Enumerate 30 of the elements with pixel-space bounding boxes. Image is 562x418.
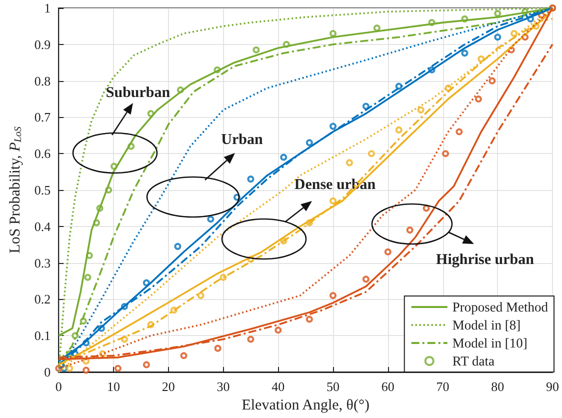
y-tick-label: 0.4 (34, 218, 52, 234)
x-tick-label: 30 (216, 379, 230, 394)
x-tick-label: 50 (326, 379, 340, 394)
legend-label: Proposed Method (452, 300, 548, 314)
x-tick-label: 0 (55, 379, 62, 394)
y-tick-label: 0.6 (34, 146, 52, 162)
x-tick-label: 90 (546, 379, 559, 394)
legend-label: RT data (452, 354, 494, 368)
y-tick-label: 0.3 (34, 255, 51, 270)
x-tick-label: 10 (107, 379, 120, 394)
y-tick-label: 0.7 (34, 110, 52, 125)
annotation: Urban (221, 132, 264, 148)
y-tick-label: 0.1 (34, 328, 51, 344)
y-tick-label: 0.8 (34, 73, 51, 88)
y-tick-label: 0.2 (34, 292, 51, 307)
x-tick-label: 60 (381, 379, 394, 394)
legend-label: Model in [10] (452, 336, 528, 350)
y-tick-label: 0 (44, 364, 51, 380)
x-tick-label: 80 (491, 379, 504, 394)
y-tick-label: 0.5 (34, 182, 51, 198)
y-tick-label: 0.9 (34, 36, 51, 52)
annotation: Highrise urban (436, 252, 535, 268)
x-axis-title: Elevation Angle, θ(°) (242, 398, 370, 414)
y-axis-title: LoS Probability, PLoS (8, 126, 24, 254)
annotation: Suburban (106, 85, 171, 101)
legend-label: Model in [8] (452, 318, 521, 332)
x-tick-label: 40 (272, 379, 285, 394)
y-tick-label: 1 (44, 0, 51, 16)
x-tick-label: 20 (162, 379, 175, 394)
x-tick-label: 70 (436, 379, 450, 394)
